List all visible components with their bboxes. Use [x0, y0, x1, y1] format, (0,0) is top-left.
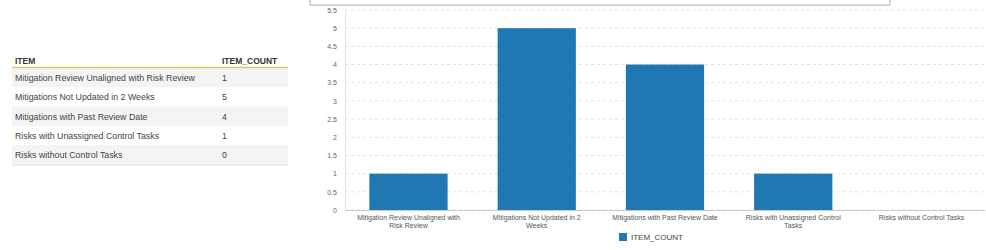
- table-cell: 0: [222, 150, 227, 160]
- bars: [369, 28, 832, 210]
- x-tick-label: Mitigations with Past Review Date: [612, 214, 718, 222]
- y-axis: 0 0.5 1 1.5 2 2.5 3 3.5 4 4.5 5 5.5: [327, 7, 345, 214]
- page: ITEM ITEM_COUNT Mitigation Review Unaligne…: [0, 0, 986, 250]
- y-tick-label: 4: [333, 61, 337, 68]
- x-axis-line: [346, 210, 986, 211]
- y-tick: 4.5: [327, 43, 345, 50]
- table-cell: Mitigation Review Unaligned with Risk Re…: [15, 73, 196, 83]
- y-tick: 4: [333, 61, 345, 68]
- top-strip: [310, 0, 890, 5]
- y-tick-label: 3.5: [327, 79, 337, 86]
- y-tick-label: 2.5: [327, 116, 337, 123]
- y-tick: 1: [333, 170, 345, 177]
- bar: [882, 210, 960, 211]
- y-tick: 3.5: [327, 79, 345, 86]
- y-axis-line: [345, 11, 346, 211]
- bar: [754, 174, 832, 210]
- y-tick: 2.5: [327, 116, 345, 123]
- table-bottom-rule: [12, 165, 288, 166]
- y-tick-label: 0.5: [327, 189, 337, 196]
- table-row-bg: [12, 145, 288, 164]
- table-header-rule: [12, 67, 288, 69]
- chart: 0 0.5 1 1.5 2 2.5 3 3.5 4 4.5 5 5.5 Mitigation Revie…: [327, 7, 985, 242]
- y-tick-label: 2: [333, 134, 337, 141]
- y-tick-label: 5: [333, 25, 337, 32]
- x-tick: Mitigations with Past Review Date: [612, 210, 718, 222]
- y-tick: 2: [333, 134, 345, 141]
- bar: [626, 65, 704, 210]
- table-cell: 5: [222, 92, 227, 102]
- x-tick-label: Risks with Unassigned ControlTasks: [746, 214, 841, 229]
- y-tick-label: 3: [333, 98, 337, 105]
- y-tick: 5.5: [327, 7, 345, 14]
- y-tick: 5: [333, 25, 345, 32]
- table-header: ITEM: [15, 56, 35, 66]
- x-tick: Mitigation Review Unaligned withRisk Rev…: [357, 210, 460, 229]
- grid-line: [345, 10, 985, 11]
- table-cell: 4: [222, 112, 227, 122]
- table-cell: Mitigations with Past Review Date: [15, 112, 148, 122]
- y-tick-label: 1: [333, 170, 337, 177]
- bar: [369, 174, 447, 210]
- y-tick-label: 0: [333, 207, 337, 214]
- x-tick: Mitigations Not Updated in 2Weeks: [493, 210, 581, 229]
- y-tick-label: 5.5: [327, 7, 337, 14]
- grid: [345, 10, 985, 210]
- y-tick: 0: [333, 207, 345, 214]
- y-tick: 0.5: [327, 189, 345, 196]
- table-cell: Risks without Control Tasks: [15, 150, 123, 160]
- bar: [498, 28, 576, 210]
- table-cell: 1: [222, 73, 227, 83]
- table-cell: Risks with Unassigned Control Tasks: [15, 131, 160, 141]
- table: ITEM ITEM_COUNT Mitigation Review Unaligne…: [12, 56, 288, 165]
- y-tick: 1.5: [327, 152, 345, 159]
- x-axis: Mitigation Review Unaligned withRisk Rev…: [346, 210, 986, 229]
- x-tick: Risks with Unassigned ControlTasks: [746, 210, 841, 229]
- table-cell: 1: [222, 131, 227, 141]
- y-tick: 3: [333, 98, 345, 105]
- y-tick-label: 1.5: [327, 152, 337, 159]
- legend-label: ITEM_COUNT: [631, 233, 683, 242]
- table-header: ITEM_COUNT: [222, 56, 278, 66]
- x-tick-label: Mitigations Not Updated in 2Weeks: [493, 214, 581, 229]
- grid-line: [345, 28, 985, 29]
- x-tick: Risks without Control Tasks: [879, 210, 965, 221]
- x-tick-label: Mitigation Review Unaligned withRisk Rev…: [357, 214, 460, 229]
- legend: ITEM_COUNT: [619, 233, 683, 242]
- table-row-bg: [12, 107, 288, 126]
- y-tick-label: 4.5: [327, 43, 337, 50]
- table-cell: Mitigations Not Updated in 2 Weeks: [15, 92, 155, 102]
- legend-swatch: [619, 233, 627, 241]
- x-tick-label: Risks without Control Tasks: [879, 214, 965, 221]
- grid-line: [345, 46, 985, 47]
- table-row-bg: [12, 68, 288, 87]
